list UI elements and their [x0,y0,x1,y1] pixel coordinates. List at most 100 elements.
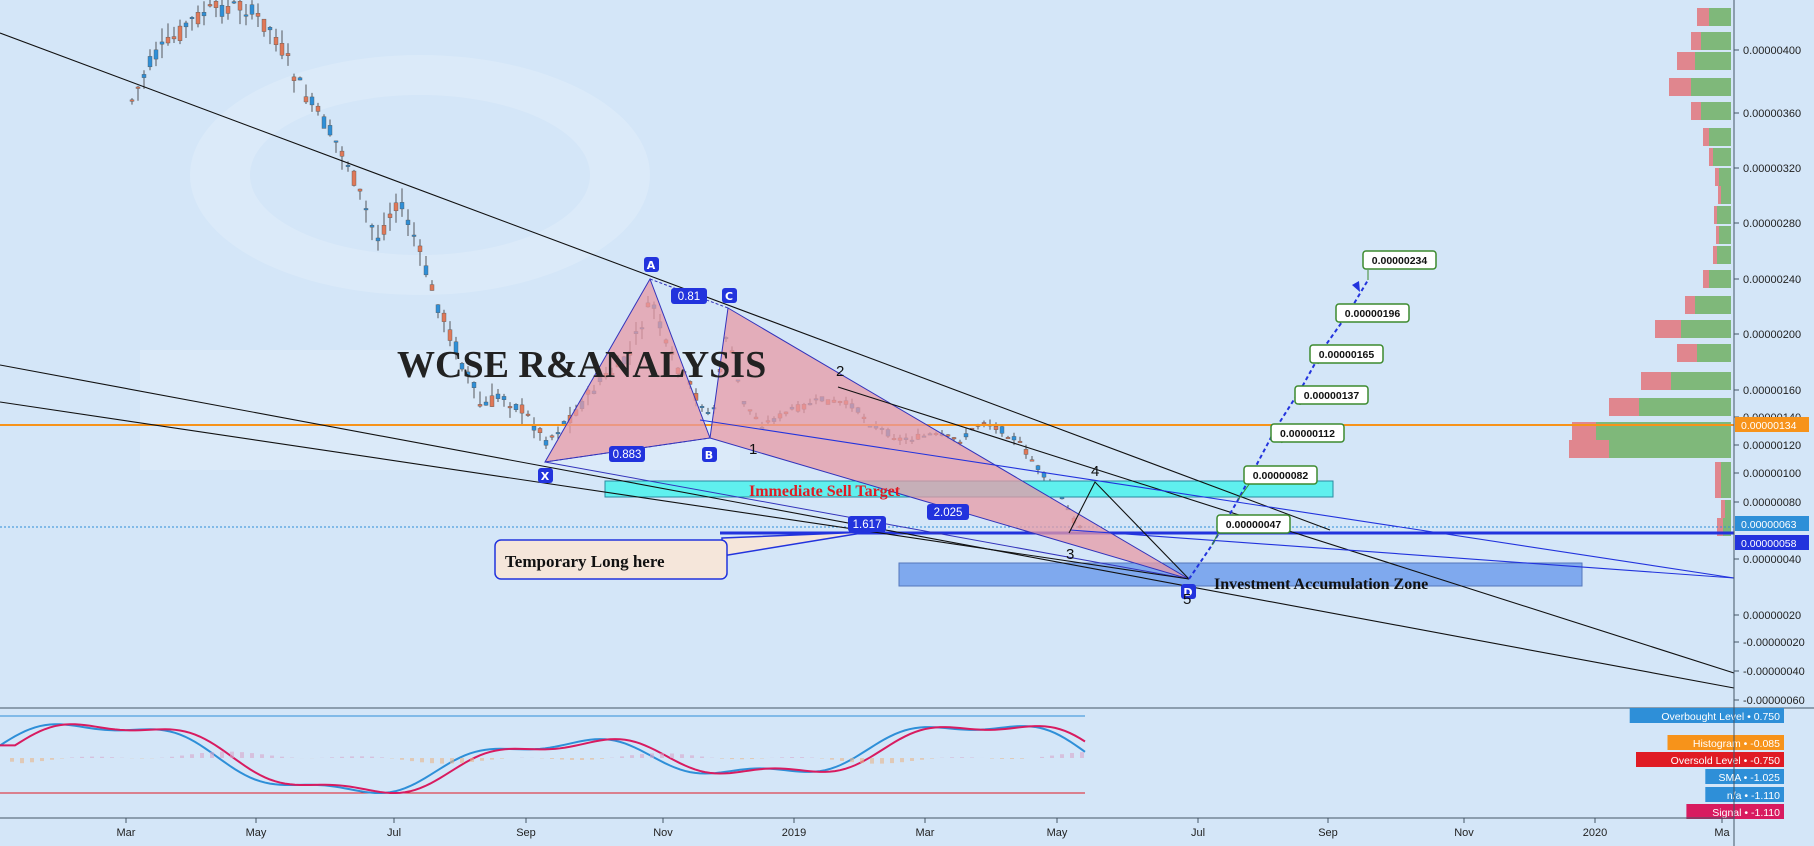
histogram-bar [110,757,114,758]
histogram-bar [40,758,44,762]
candle [423,256,429,278]
wave-label: 2 [836,363,844,380]
price-tick-label: 0.00000040 [1743,554,1801,566]
price-axis[interactable]: 0.00000400 0.00000360 0.00000320 0.00000280… [1734,45,1805,707]
price-tags: 0.00000134 0.00000063 0.00000058 [1735,417,1809,550]
histogram-bar [280,756,284,758]
volume-bar-green [1719,226,1731,244]
price-tag: 0.00000134 [1735,417,1809,432]
histogram-bar [970,757,974,758]
wave-label: 5 [1183,591,1191,608]
volume-bar-green [1691,78,1731,96]
volume-bar-red [1715,168,1719,186]
svg-text:Overbought Level • 0.750: Overbought Level • 0.750 [1661,711,1780,723]
candle [237,0,243,25]
candle [555,426,561,440]
candle [225,0,231,20]
candle [183,20,189,38]
volume-bar-green [1681,320,1731,338]
price-tag: 0.00000063 [1735,516,1809,531]
volume-bar-green [1721,462,1731,480]
price-tick-label: 0.00000320 [1743,163,1801,175]
histogram-bar [600,758,604,759]
candle [543,436,549,450]
volume-bar-green [1717,246,1731,264]
wave-label: 4 [1091,463,1099,480]
volume-bar-green [1701,32,1731,50]
histogram-bar [30,758,34,763]
trendlines [0,32,1735,689]
price-tick-label: 0.00000200 [1743,329,1801,341]
oscillator-legend: Overbought Level • 0.750 Histogram • -0.0… [1629,708,1784,819]
candle [453,336,459,360]
price-targets: 0.00000047 0.00000082 0.00000112 0.00000137… [1216,250,1437,534]
price-tick-label: 0.00000020 [1743,610,1801,622]
candle [213,0,219,18]
histogram-bar [830,758,834,760]
candle [519,398,525,424]
volume-bar-green [1639,398,1731,416]
target-label: 0.00000112 [1270,423,1345,443]
candle [375,224,381,251]
temporary-long-callout: Temporary Long here [494,531,869,580]
histogram-bar [20,758,24,764]
candle [489,383,495,408]
candle [159,28,165,59]
volume-bar-red [1715,480,1721,498]
svg-text:0.00000196: 0.00000196 [1345,308,1401,320]
candle [279,30,285,60]
candle [1029,456,1035,462]
histogram-bar [990,758,994,759]
histogram-bar [1020,758,1024,759]
volume-bar-red [1703,128,1709,146]
histogram-bar [430,758,434,764]
point-c-label: C [725,290,733,303]
ratio-label: 0.883 [613,449,642,461]
price-tick-label: -0.00000060 [1743,695,1805,707]
histogram-bar [1040,756,1044,758]
histogram-bar [900,758,904,763]
histogram-bar [260,754,264,758]
candle [297,76,303,81]
histogram-bar [360,756,364,758]
volume-bar-red [1721,500,1725,518]
time-axis[interactable]: Mar May Jul Sep Nov 2019 Mar May Jul Sep Nov 2020 Ma [117,818,1731,839]
histogram-bar [80,756,84,758]
volume-bar-red [1677,344,1697,362]
volume-bar-green [1709,8,1731,26]
histogram-bar [650,753,654,758]
volume-bar-green [1713,148,1731,166]
time-tick-label: Mar [916,827,935,839]
candle [321,114,327,129]
candle [387,202,393,231]
ratio-label: 1.617 [853,519,882,531]
histogram-bar [50,758,54,760]
volume-bar-green [1721,480,1731,498]
candle [441,309,447,333]
histogram-bar [450,758,454,764]
candle [525,410,531,417]
candle [1017,436,1023,443]
histogram-bar [350,756,354,758]
histogram-bar [880,758,884,764]
svg-text:0.00000134: 0.00000134 [1741,420,1797,432]
legend-item: n/a • -1.110 [1705,787,1784,802]
histogram-bar [220,751,224,758]
time-tick-label: Sep [516,827,536,839]
time-tick-label: Nov [653,827,673,839]
histogram-bar [950,757,954,758]
candle [135,85,141,101]
histogram-bar [560,758,564,760]
volume-profile [1569,8,1731,536]
histogram-bar [410,758,414,762]
histogram-bar [330,757,334,758]
harmonic-pattern [544,277,1190,580]
target-label: 0.00000234 [1362,250,1437,270]
candle [471,381,477,399]
candle [399,188,405,217]
volume-bar-green [1709,128,1731,146]
histogram-bar [190,754,194,758]
time-tick-label: 2020 [1583,827,1607,839]
candle [393,193,399,223]
